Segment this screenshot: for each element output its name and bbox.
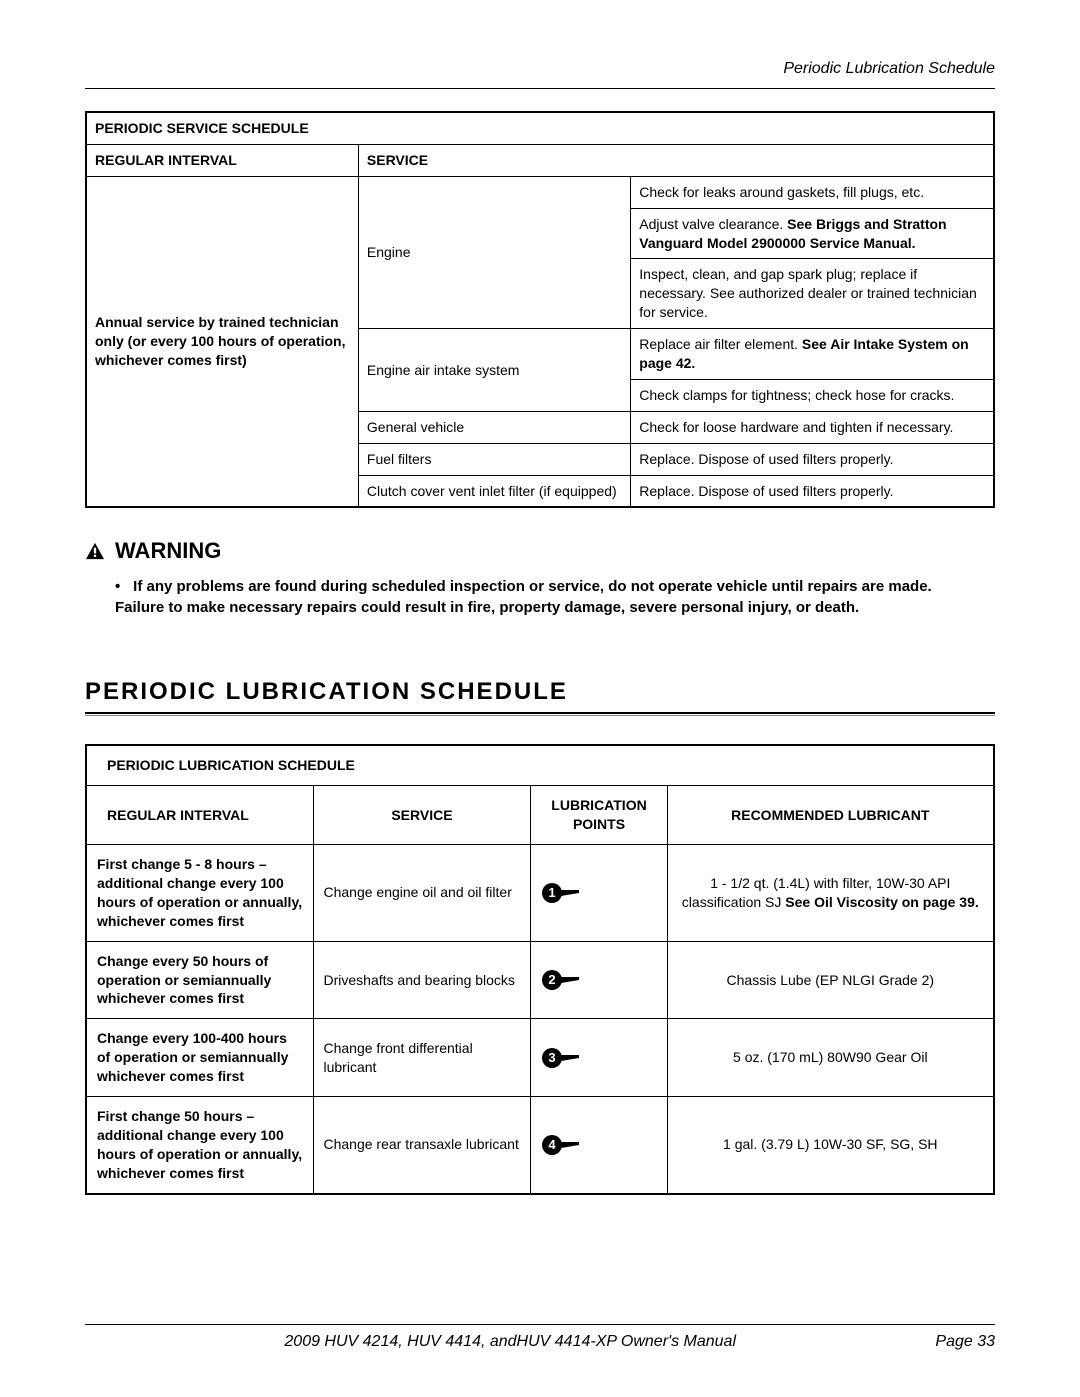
warning-text: If any problems are found during schedul… xyxy=(115,578,932,616)
engine-item-1-prefix: Adjust valve clearance. xyxy=(639,216,787,232)
warning-heading-row: WARNING xyxy=(85,538,995,564)
service-clutch-cover: Clutch cover vent inlet filter (if equip… xyxy=(358,475,630,507)
lube-row0-lubricant: 1 - 1/2 qt. (1.4L) with filter, 10W-30 A… xyxy=(667,845,994,942)
air-item-0: Replace air filter element. See Air Inta… xyxy=(631,329,994,380)
warning-body: • If any problems are found during sched… xyxy=(115,576,975,618)
svg-text:1: 1 xyxy=(549,885,556,900)
warning-heading: WARNING xyxy=(115,538,221,564)
lube-row0-lubricant-bold: See Oil Viscosity on page 39. xyxy=(785,894,979,910)
lube-row2-interval: Change every 100-400 hours of operation … xyxy=(86,1019,313,1097)
general-item-0: Check for loose hardware and tighten if … xyxy=(631,411,994,443)
lube-row0-interval: First change 5 - 8 hours – additional ch… xyxy=(86,845,313,942)
lube-row2-service: Change front differential lubricant xyxy=(313,1019,531,1097)
lube-point-icon: 3 xyxy=(541,1047,581,1069)
section-rule xyxy=(85,712,995,716)
air-item-0-prefix: Replace air filter element. xyxy=(639,336,802,352)
clutch-item-0: Replace. Dispose of used filters properl… xyxy=(631,475,994,507)
lubrication-schedule-table: PERIODIC LUBRICATION SCHEDULE REGULAR IN… xyxy=(85,744,995,1194)
lube-row2-point: 3 xyxy=(531,1019,667,1097)
col-service: SERVICE xyxy=(358,144,994,176)
lube-row3-lubricant: 1 gal. (3.79 L) 10W-30 SF, SG, SH xyxy=(667,1097,994,1194)
lube-col-service: SERVICE xyxy=(313,786,531,845)
service-fuel-filters: Fuel filters xyxy=(358,443,630,475)
service-air-intake: Engine air intake system xyxy=(358,329,630,412)
fuel-item-0: Replace. Dispose of used filters properl… xyxy=(631,443,994,475)
engine-item-2: Inspect, clean, and gap spark plug; repl… xyxy=(631,259,994,329)
lube-col-interval: REGULAR INTERVAL xyxy=(86,786,313,845)
svg-text:4: 4 xyxy=(549,1137,557,1152)
lube-col-points: LUBRICATION POINTS xyxy=(531,786,667,845)
lube-row3-point: 4 xyxy=(531,1097,667,1194)
lube-point-icon: 1 xyxy=(541,882,581,904)
header-rule xyxy=(85,88,995,89)
engine-item-0: Check for leaks around gaskets, fill plu… xyxy=(631,176,994,208)
lube-row1-lubricant: Chassis Lube (EP NLGI Grade 2) xyxy=(667,941,994,1019)
section-title: PERIODIC LUBRICATION SCHEDULE xyxy=(85,678,995,706)
lube-point-icon: 4 xyxy=(541,1134,581,1156)
header-title: Periodic Lubrication Schedule xyxy=(85,60,995,78)
footer-page: Page 33 xyxy=(935,1333,995,1351)
lube-row3-interval: First change 50 hours – additional chang… xyxy=(86,1097,313,1194)
lube-row1-service: Driveshafts and bearing blocks xyxy=(313,941,531,1019)
footer: 2009 HUV 4214, HUV 4414, andHUV 4414-XP … xyxy=(85,1324,995,1351)
lube-point-icon: 2 xyxy=(541,969,581,991)
lube-col-lubricant: RECOMMENDED LUBRICANT xyxy=(667,786,994,845)
air-item-1: Check clamps for tightness; check hose f… xyxy=(631,379,994,411)
bullet-icon: • xyxy=(115,576,129,597)
col-regular-interval: REGULAR INTERVAL xyxy=(86,144,358,176)
warning-icon xyxy=(85,542,105,560)
lube-row2-lubricant: 5 oz. (170 mL) 80W90 Gear Oil xyxy=(667,1019,994,1097)
lube-row1-interval: Change every 50 hours of operation or se… xyxy=(86,941,313,1019)
lube-table-title: PERIODIC LUBRICATION SCHEDULE xyxy=(86,745,994,785)
footer-manual: 2009 HUV 4214, HUV 4414, andHUV 4414-XP … xyxy=(284,1333,736,1351)
page: Periodic Lubrication Schedule PERIODIC S… xyxy=(0,0,1080,1397)
lube-row1-point: 2 xyxy=(531,941,667,1019)
warning-block: WARNING • If any problems are found duri… xyxy=(85,538,995,618)
footer-row: 2009 HUV 4214, HUV 4414, andHUV 4414-XP … xyxy=(85,1333,995,1351)
lube-row3-service: Change rear transaxle lubricant xyxy=(313,1097,531,1194)
service-table-title: PERIODIC SERVICE SCHEDULE xyxy=(86,112,994,144)
service-schedule-table: PERIODIC SERVICE SCHEDULE REGULAR INTERV… xyxy=(85,111,995,508)
engine-item-1: Adjust valve clearance. See Briggs and S… xyxy=(631,208,994,259)
lube-row0-point: 1 xyxy=(531,845,667,942)
lube-row0-service: Change engine oil and oil filter xyxy=(313,845,531,942)
footer-rule xyxy=(85,1324,995,1325)
interval-cell: Annual service by trained technician onl… xyxy=(86,176,358,507)
service-engine: Engine xyxy=(358,176,630,328)
svg-text:2: 2 xyxy=(549,972,556,987)
service-general: General vehicle xyxy=(358,411,630,443)
svg-text:3: 3 xyxy=(549,1050,556,1065)
